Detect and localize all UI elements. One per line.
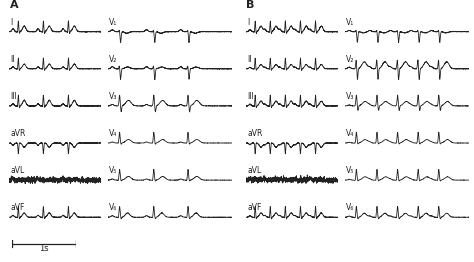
Text: V₃: V₃ [346,92,354,101]
Text: aVR: aVR [247,129,263,138]
Text: aVF: aVF [10,203,25,212]
Text: V₁: V₁ [109,18,117,27]
Text: aVL: aVL [10,166,25,175]
Text: aVR: aVR [10,129,26,138]
Text: V₅: V₅ [109,166,117,175]
Text: A: A [9,1,18,10]
Text: V₄: V₄ [109,129,117,138]
Text: V₂: V₂ [109,55,117,64]
Text: III: III [10,92,17,101]
Text: II: II [247,55,252,64]
Text: V₂: V₂ [346,55,354,64]
Text: V₆: V₆ [109,203,117,212]
Text: V₁: V₁ [346,18,354,27]
Text: B: B [246,1,255,10]
Text: aVL: aVL [247,166,262,175]
Text: I: I [10,18,13,27]
Text: III: III [247,92,254,101]
Text: V₆: V₆ [346,203,354,212]
Text: V₅: V₅ [346,166,354,175]
Text: I: I [247,18,250,27]
Text: aVF: aVF [247,203,262,212]
Text: 1s: 1s [39,244,49,253]
Text: V₃: V₃ [109,92,117,101]
Text: V₄: V₄ [346,129,354,138]
Text: II: II [10,55,15,64]
